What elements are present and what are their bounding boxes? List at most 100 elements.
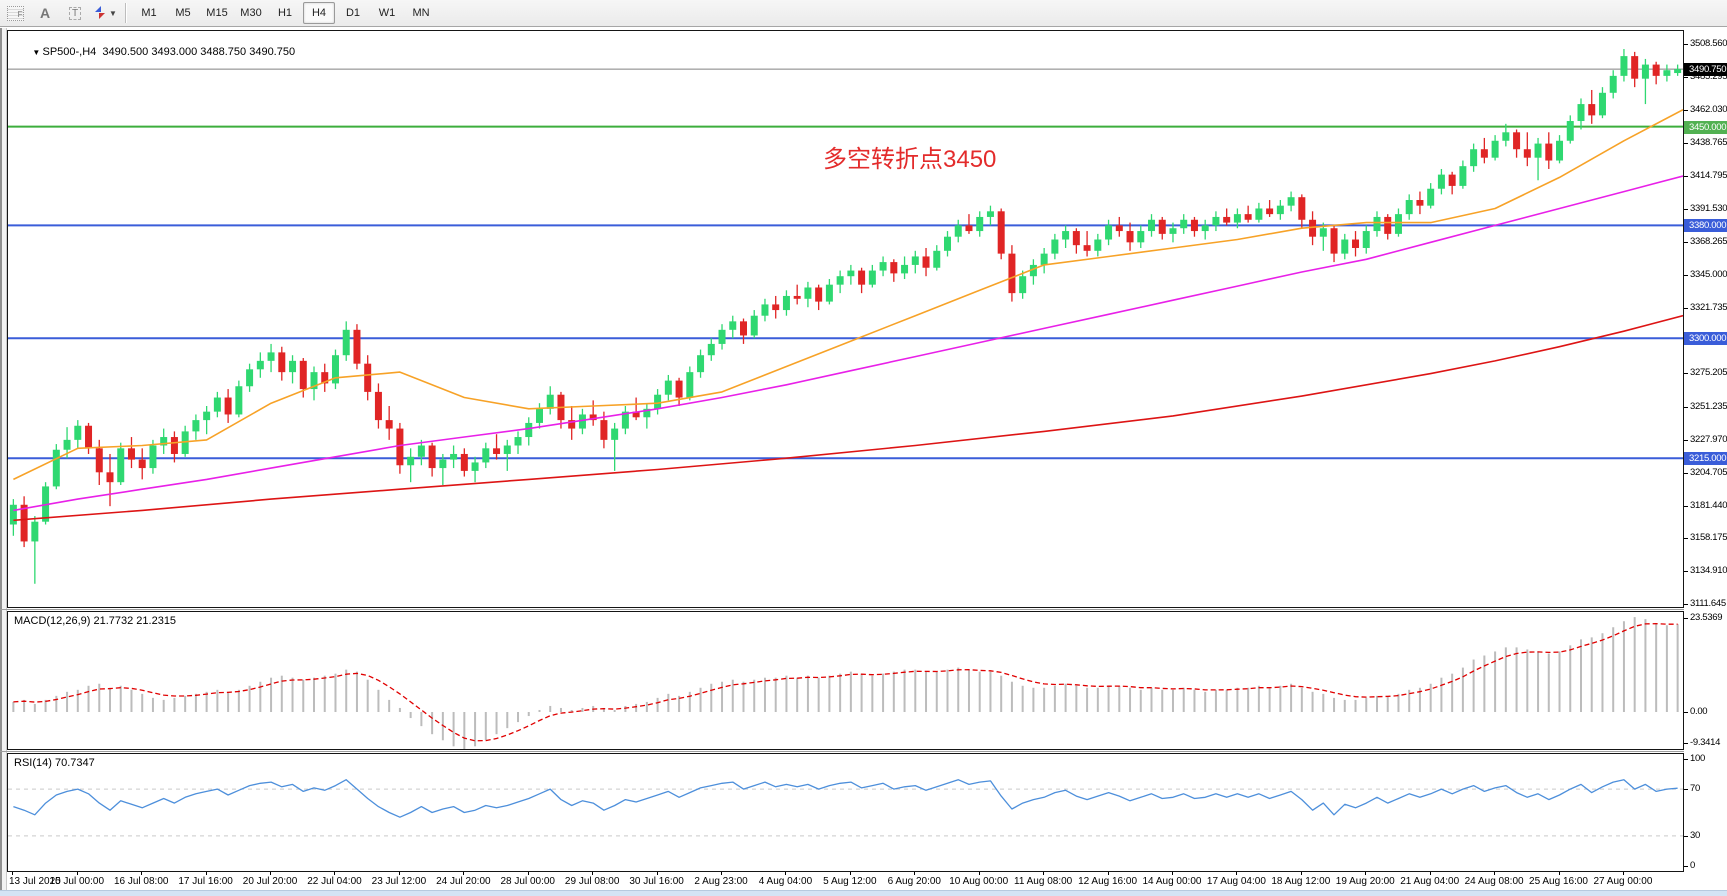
- candle-down: [1652, 64, 1660, 76]
- candle-up: [611, 428, 619, 440]
- candle-down: [1523, 149, 1531, 158]
- time-label: 18 Aug 12:00: [1271, 876, 1331, 887]
- price-flag-3215.000: 3215.000: [1684, 452, 1727, 465]
- candle-down: [1352, 239, 1360, 248]
- panel-splitter-2[interactable]: [0, 751, 1727, 752]
- time-tick: [721, 872, 723, 875]
- timeframe-button-m1[interactable]: M1: [141, 7, 157, 19]
- rsi-panel[interactable]: RSI(14) 70.7347: [7, 753, 1684, 872]
- candle-up: [750, 315, 758, 336]
- macd-chart-surface[interactable]: [8, 612, 1683, 749]
- time-label: 2 Aug 23:00: [694, 876, 748, 887]
- candle-up: [1212, 216, 1220, 226]
- timeframe-button-d1[interactable]: D1: [345, 7, 361, 19]
- candle-down: [1126, 231, 1134, 243]
- candle-down: [460, 453, 468, 471]
- time-tick: [785, 872, 787, 875]
- time-label: 17 Aug 04:00: [1206, 876, 1266, 887]
- time-label: 20 Jul 20:00: [242, 876, 298, 887]
- candle-down: [1330, 228, 1338, 254]
- candlestick-chart-surface[interactable]: [8, 31, 1683, 607]
- annotation-text: 多空转折点3450: [823, 146, 997, 173]
- axis-tick: [1684, 44, 1688, 45]
- axis-tick: [1684, 604, 1688, 605]
- panel-splitter[interactable]: [0, 609, 1727, 610]
- timeframe-button-h4[interactable]: H4: [303, 2, 335, 24]
- symbol-dropdown-icon[interactable]: ▼: [32, 48, 43, 57]
- time-label: 24 Jul 20:00: [436, 876, 491, 887]
- candle-up: [181, 431, 189, 454]
- candle-up: [417, 445, 425, 457]
- candle-up: [954, 225, 962, 237]
- axis-tick: [1684, 440, 1688, 441]
- candle-up: [1148, 219, 1156, 232]
- candle-up: [911, 256, 919, 265]
- candle-up: [514, 437, 522, 446]
- timeframe-button-mn[interactable]: MN: [412, 7, 430, 19]
- candle-up: [525, 422, 533, 438]
- ma-mid-line: [13, 175, 1683, 512]
- timeframe-button-w1[interactable]: W1: [378, 7, 396, 19]
- candle-down: [890, 262, 898, 274]
- chart-title: ▼ SP500-,H4 3490.500 3493.000 3488.750 3…: [32, 46, 296, 58]
- candle-up: [825, 284, 833, 302]
- candle-up: [1105, 225, 1113, 240]
- candle-down: [1244, 214, 1252, 220]
- candle-up: [1502, 132, 1510, 141]
- candle-down: [1631, 56, 1639, 79]
- time-label: 15 Jul 00:00: [49, 876, 105, 887]
- axis-tick: [1684, 209, 1688, 210]
- price-tick-label: 3275.205: [1690, 367, 1727, 378]
- price-tick-label: 3438.765: [1690, 137, 1727, 148]
- candle-up: [707, 343, 715, 356]
- time-label: 17 Jul 16:00: [178, 876, 233, 887]
- time-label: 12 Aug 16:00: [1078, 876, 1138, 887]
- time-axis[interactable]: 13 Jul 2020 15 Jul 00:00 16 Jul 08:00 17 Ju…: [7, 872, 1684, 890]
- candle-up: [1180, 219, 1188, 229]
- axis-tick: [1684, 506, 1688, 507]
- main-chart-panel[interactable]: ▼ SP500-,H4 3490.500 3493.000 3488.750 3…: [7, 30, 1684, 608]
- candle-up: [74, 425, 82, 440]
- timeframe-button-m5[interactable]: M5: [175, 7, 191, 19]
- candle-down: [632, 411, 640, 418]
- axis-tick: [1684, 789, 1688, 791]
- fibonacci-tool-icon[interactable]: F: [2, 3, 28, 23]
- candle-down: [675, 380, 683, 398]
- arrows-tool-icon[interactable]: ▼: [92, 3, 118, 23]
- text-tool-icon[interactable]: T: [62, 3, 88, 23]
- axis-tick: [1684, 110, 1688, 111]
- candle-down: [364, 363, 372, 392]
- candle-down: [1008, 253, 1016, 294]
- candle-up: [654, 394, 662, 409]
- timeframe-button-m15[interactable]: M15: [206, 7, 228, 19]
- candle-up: [729, 321, 737, 330]
- candle-down: [1266, 208, 1274, 215]
- candle-down: [922, 256, 930, 268]
- candle-up: [256, 360, 264, 370]
- candle-down: [374, 391, 382, 421]
- macd-panel[interactable]: MACD(12,26,9) 21.7732 21.2315: [7, 611, 1684, 750]
- text-label-tool-icon[interactable]: A: [39, 5, 51, 21]
- axis-tick: [1684, 743, 1688, 744]
- candle-up: [761, 304, 769, 316]
- candle-up: [1040, 253, 1048, 265]
- chevron-down-icon[interactable]: ▼: [109, 8, 117, 18]
- candle-up: [289, 360, 297, 373]
- axis-tick: [1684, 571, 1688, 572]
- timeframe-button-h1[interactable]: H1: [277, 7, 293, 19]
- time-tick: [463, 872, 465, 875]
- candle-up: [1201, 225, 1209, 232]
- candle-up: [1051, 239, 1059, 254]
- timeframe-button-m30[interactable]: M30: [240, 7, 262, 19]
- candle-up: [1566, 121, 1574, 141]
- candle-up: [1577, 104, 1585, 122]
- time-tick: [1171, 872, 1173, 875]
- rsi-chart-surface[interactable]: [8, 754, 1683, 871]
- toolbar-separator: [125, 3, 127, 23]
- axis-tick: [1684, 407, 1688, 408]
- axis-tick: [1684, 538, 1688, 539]
- price-axis[interactable]: 3508.560 3485.295 3462.030 3438.765 3414.795…: [1684, 30, 1727, 872]
- candle-up: [1459, 166, 1467, 186]
- time-tick: [1429, 872, 1431, 875]
